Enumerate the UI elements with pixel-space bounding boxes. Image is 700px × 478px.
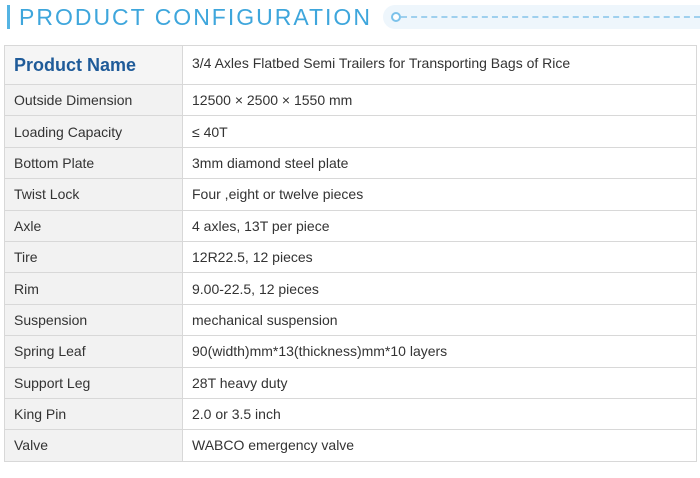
spec-value: WABCO emergency valve (182, 429, 697, 462)
spec-label: Valve (4, 429, 183, 462)
spec-value: 9.00-22.5, 12 pieces (182, 272, 697, 305)
spec-label: Twist Lock (4, 178, 183, 211)
spec-label: Axle (4, 209, 183, 242)
table-row: Loading Capacity ≤ 40T (4, 115, 697, 148)
spec-value: 4 axles, 13T per piece (182, 209, 697, 242)
product-configuration-table: Product Name 3/4 Axles Flatbed Semi Trai… (4, 45, 697, 462)
spec-label: Loading Capacity (4, 115, 183, 148)
table-row: Twist Lock Four ,eight or twelve pieces (4, 178, 697, 211)
table-header-row: Product Name 3/4 Axles Flatbed Semi Trai… (4, 45, 697, 85)
spec-label: Rim (4, 272, 183, 305)
section-title: PRODUCT CONFIGURATION (19, 4, 372, 30)
spec-value: 3mm diamond steel plate (182, 146, 697, 179)
table-row: Suspension mechanical suspension (4, 303, 697, 336)
table-row: Axle 4 axles, 13T per piece (4, 209, 697, 242)
spec-value: 2.0 or 3.5 inch (182, 397, 697, 430)
table-row: Support Leg 28T heavy duty (4, 366, 697, 399)
table-row: King Pin 2.0 or 3.5 inch (4, 397, 697, 430)
spec-value: mechanical suspension (182, 303, 697, 336)
header-decoration (383, 5, 700, 29)
table-row: Valve WABCO emergency valve (4, 429, 697, 462)
spec-label: Support Leg (4, 366, 183, 399)
spec-label: Spring Leaf (4, 335, 183, 368)
spec-value: 12500 × 2500 × 1550 mm (182, 83, 697, 116)
table-row: Tire 12R22.5, 12 pieces (4, 240, 697, 273)
product-name-value: 3/4 Axles Flatbed Semi Trailers for Tran… (182, 45, 697, 85)
section-header: PRODUCT CONFIGURATION (0, 0, 700, 36)
table-row: Rim 9.00-22.5, 12 pieces (4, 272, 697, 305)
spec-value: ≤ 40T (182, 115, 697, 148)
spec-label: Bottom Plate (4, 146, 183, 179)
table-row: Bottom Plate 3mm diamond steel plate (4, 146, 697, 179)
spec-value: 28T heavy duty (182, 366, 697, 399)
dashed-divider (401, 16, 700, 18)
spec-label: Outside Dimension (4, 83, 183, 116)
product-name-label: Product Name (4, 45, 183, 85)
spec-label: King Pin (4, 397, 183, 430)
spec-label: Tire (4, 240, 183, 273)
header-accent-bar (7, 5, 10, 29)
spec-label: Suspension (4, 303, 183, 336)
table-row: Spring Leaf 90(width)mm*13(thickness)mm*1… (4, 335, 697, 368)
spec-value: Four ,eight or twelve pieces (182, 178, 697, 211)
table-row: Outside Dimension 12500 × 2500 × 1550 mm (4, 83, 697, 116)
spec-value: 90(width)mm*13(thickness)mm*10 layers (182, 335, 697, 368)
spec-value: 12R22.5, 12 pieces (182, 240, 697, 273)
circle-icon (391, 12, 401, 22)
